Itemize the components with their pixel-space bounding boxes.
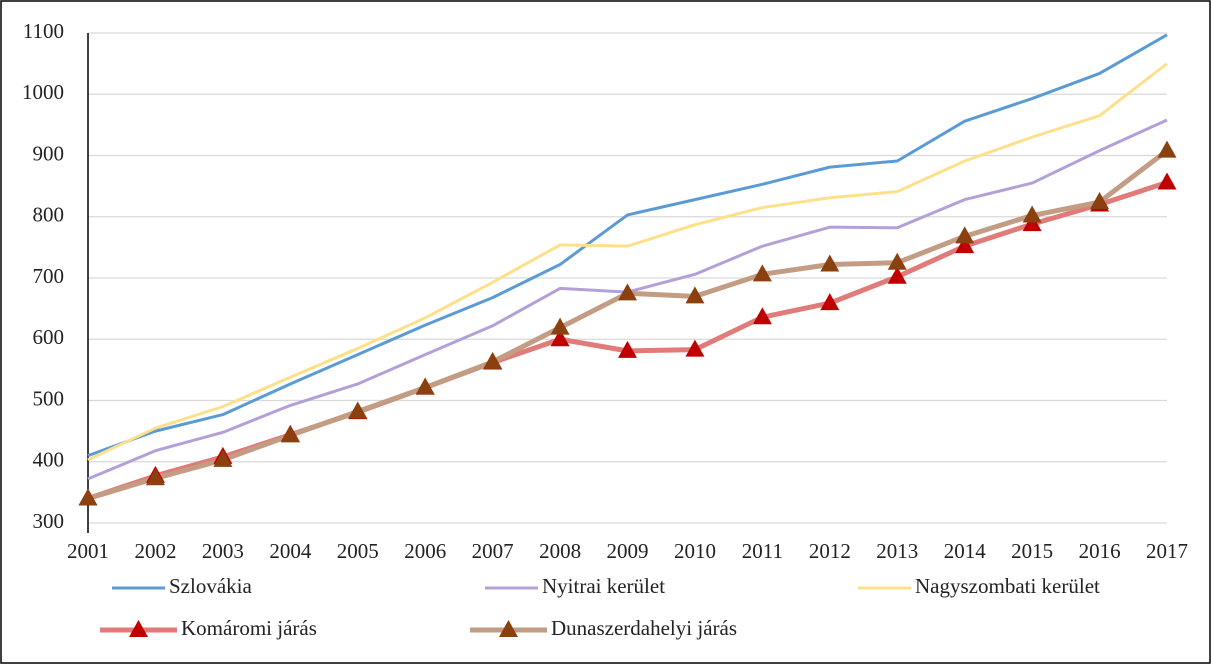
marker	[618, 283, 637, 301]
x-tick-label: 2011	[742, 539, 783, 563]
x-tick-label: 2004	[269, 539, 312, 563]
x-tick-label: 2010	[674, 539, 716, 563]
y-tick-label: 600	[33, 325, 65, 349]
marker	[145, 468, 165, 486]
marker	[1157, 140, 1177, 158]
marker	[213, 449, 233, 467]
marker	[1022, 214, 1042, 232]
marker	[618, 340, 637, 358]
x-tick-label: 2007	[472, 539, 514, 563]
legend-label: Komáromi járás	[181, 616, 317, 640]
y-tick-label: 900	[33, 141, 65, 165]
marker	[483, 351, 503, 369]
marker	[685, 286, 705, 304]
x-tick-label: 2013	[876, 539, 918, 563]
marker	[887, 252, 907, 270]
marker	[550, 317, 570, 335]
marker	[955, 226, 975, 244]
x-tick-label: 2001	[67, 539, 109, 563]
marker	[1090, 192, 1110, 210]
marker	[955, 236, 975, 254]
x-tick-label: 2012	[809, 539, 851, 563]
x-tick-label: 2008	[539, 539, 581, 563]
y-tick-label: 1100	[23, 19, 64, 43]
x-tick-label: 2002	[134, 539, 176, 563]
y-tick-label: 400	[33, 448, 65, 472]
y-tick-label: 700	[33, 264, 65, 288]
marker	[78, 488, 98, 506]
y-tick-label: 300	[33, 509, 65, 533]
marker	[752, 307, 772, 325]
x-tick-label: 2009	[607, 539, 649, 563]
marker	[348, 401, 368, 419]
y-tick-label: 1000	[22, 80, 64, 104]
marker	[1157, 172, 1177, 190]
marker	[685, 339, 705, 357]
marker	[415, 377, 435, 395]
x-tick-label: 2005	[337, 539, 379, 563]
x-tick-label: 2015	[1011, 539, 1053, 563]
legend-label: Nyitrai kerület	[542, 574, 665, 598]
legend-label: Dunaszerdahelyi járás	[551, 616, 737, 640]
x-tick-label: 2016	[1079, 539, 1121, 563]
marker	[1022, 205, 1042, 223]
x-tick-label: 2017	[1146, 539, 1188, 563]
marker	[550, 329, 570, 347]
series-line	[87, 62, 1168, 462]
x-tick-label: 2014	[944, 539, 987, 563]
marker	[280, 425, 300, 443]
legend-label: Nagyszombati kerület	[915, 574, 1100, 598]
legend-marker	[499, 620, 518, 637]
y-tick-label: 500	[33, 386, 65, 410]
marker	[820, 293, 840, 311]
series-line	[87, 33, 1168, 458]
legend-label: Szlovákia	[169, 574, 252, 598]
x-tick-label: 2006	[404, 539, 446, 563]
legend-marker	[129, 620, 148, 637]
marker	[752, 264, 772, 282]
marker	[820, 254, 840, 272]
marker	[887, 266, 907, 284]
y-tick-label: 800	[33, 203, 65, 227]
x-tick-label: 2003	[202, 539, 244, 563]
